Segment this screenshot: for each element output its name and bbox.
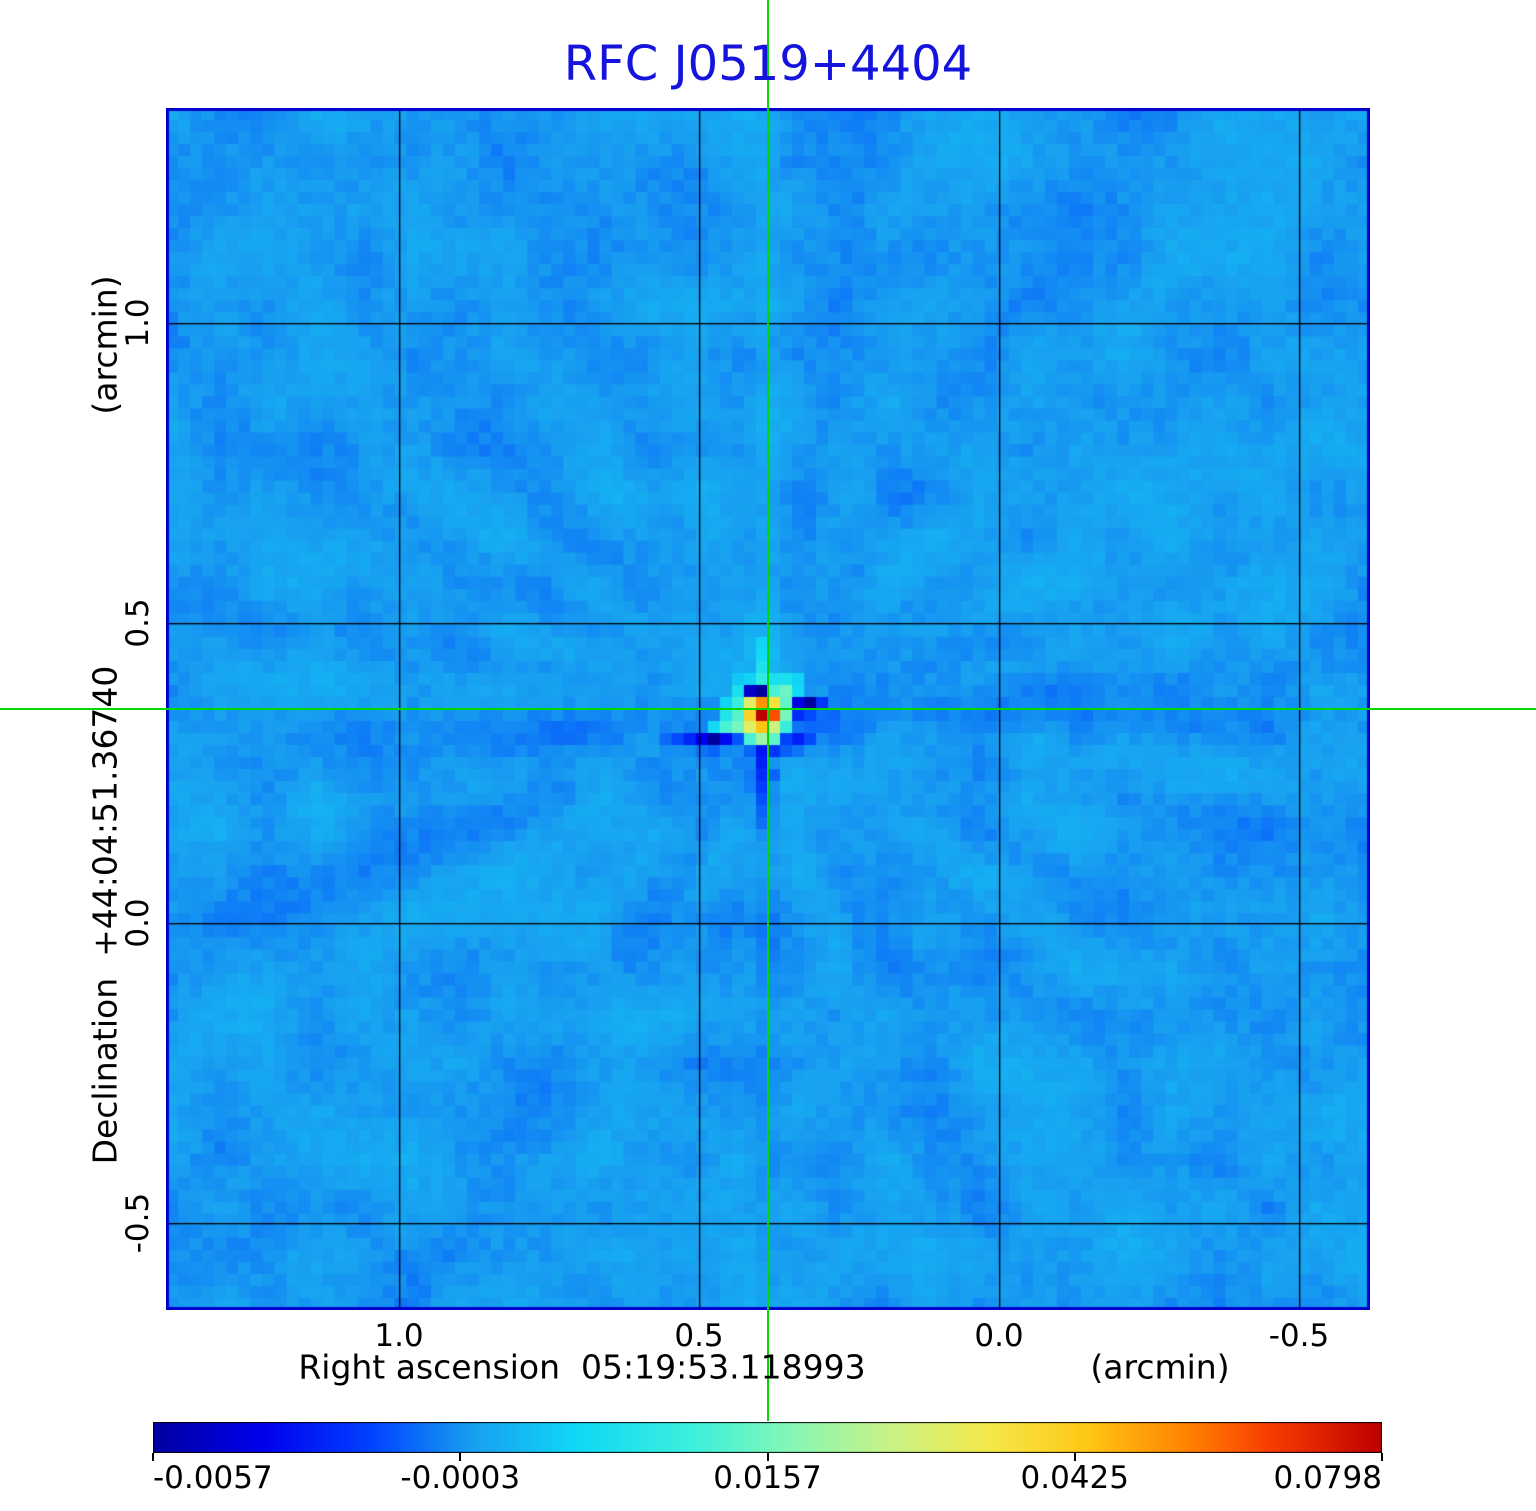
x-axis-unit-label: (arcmin) <box>1090 1347 1230 1387</box>
y-axis-tick-label: 1.0 <box>120 298 156 348</box>
x-axis-tick-label: 1.0 <box>374 1318 424 1354</box>
colorbar-tick <box>152 1453 154 1461</box>
x-axis-tick-label: 0.0 <box>974 1318 1024 1354</box>
x-axis-tick-label: -0.5 <box>1268 1318 1330 1354</box>
x-axis-tick-label: 0.5 <box>674 1318 724 1354</box>
colorbar-tick-label: 0.0425 <box>1020 1460 1129 1496</box>
y-axis-tick-label: 0.5 <box>120 598 156 648</box>
colorbar <box>153 1422 1382 1453</box>
colorbar-tick-label: -0.0003 <box>400 1460 521 1496</box>
y-axis-tick-label: -0.5 <box>120 1192 156 1254</box>
colorbar-tick <box>1073 1453 1076 1461</box>
y-axis-name-label: Declination +44:04:51.36740 <box>85 665 125 1165</box>
colorbar-tick <box>766 1453 769 1461</box>
plot-title: RFC J0519+4404 <box>563 36 973 92</box>
colorbar-tick-label: 0.0157 <box>713 1460 822 1496</box>
colorbar-tick <box>1381 1453 1383 1461</box>
crosshair-vertical-line <box>767 0 769 1421</box>
colorbar-tick <box>459 1453 462 1461</box>
crosshair-horizontal-line <box>0 708 1536 710</box>
colorbar-tick-label: 0.0798 <box>1273 1460 1382 1496</box>
x-axis-name-label: Right ascension 05:19:53.118993 <box>298 1347 866 1387</box>
y-axis-tick-label: 0.0 <box>120 898 156 948</box>
colorbar-tick-label: -0.0057 <box>153 1460 273 1496</box>
y-axis-unit-label: (arcmin) <box>85 275 125 415</box>
